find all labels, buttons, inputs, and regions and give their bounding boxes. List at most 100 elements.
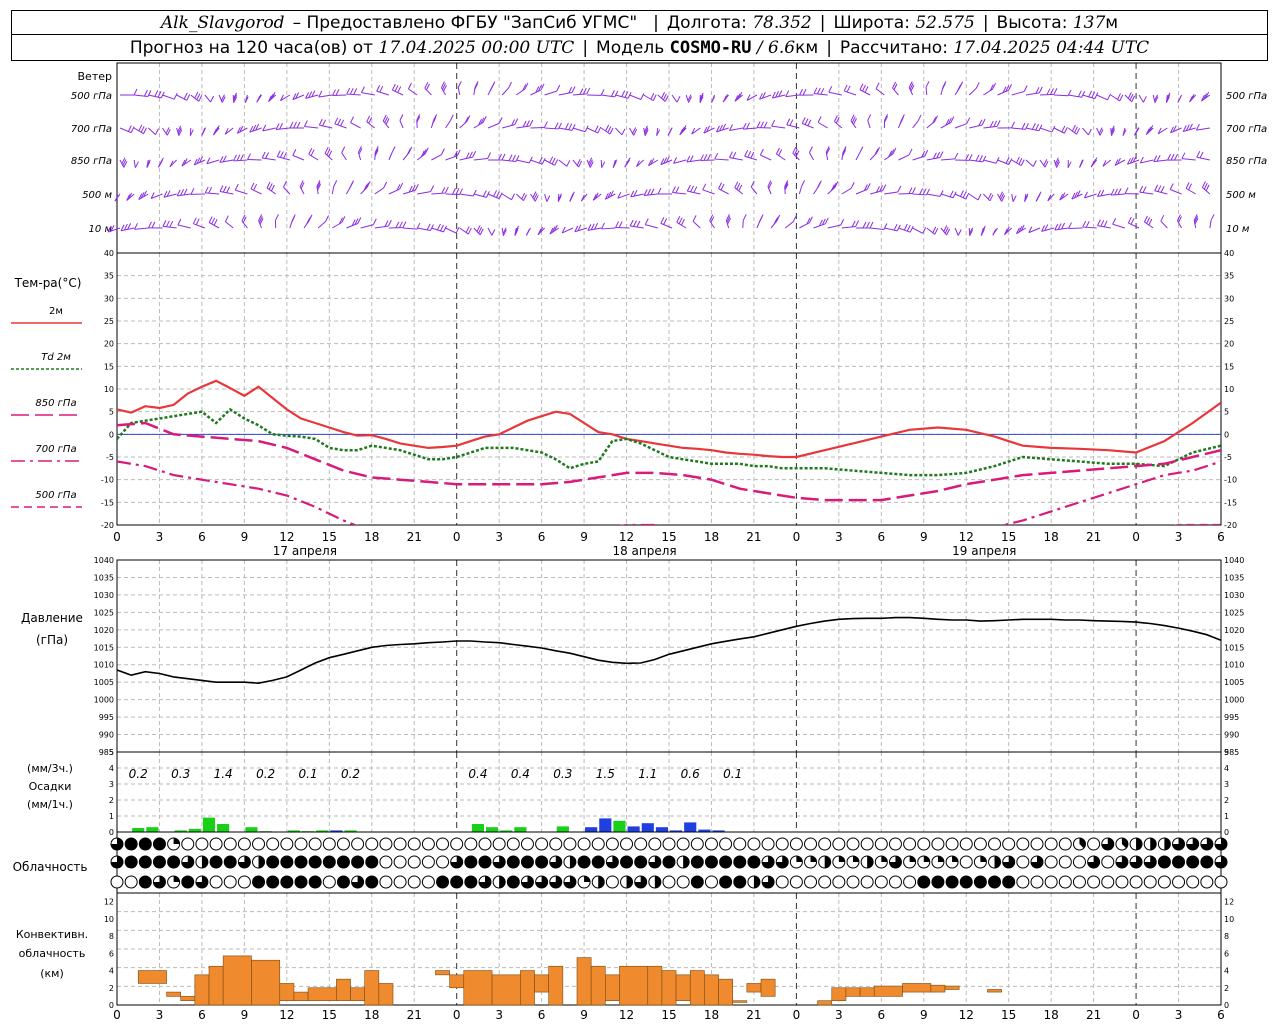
cloud-octa-circle xyxy=(1044,837,1058,851)
cloud-fill xyxy=(337,856,350,868)
cloud-octa-circle xyxy=(1157,875,1171,889)
wind-barb-feather xyxy=(676,216,681,223)
wind-barb xyxy=(743,127,757,130)
wind-barb xyxy=(926,227,936,235)
cloud-octa-circle xyxy=(1087,837,1101,851)
wind-barb-feather xyxy=(707,154,711,161)
wind-barb-feather xyxy=(911,187,916,194)
wind-barb-feather xyxy=(1146,217,1151,224)
wind-barb xyxy=(544,90,557,96)
cloud-octa-circle xyxy=(1072,855,1086,869)
x-tick-label: 9 xyxy=(580,1008,588,1022)
wind-barb-feather xyxy=(126,194,131,201)
wind-barb-feather xyxy=(866,183,871,190)
wind-barb-feather xyxy=(514,118,519,125)
wind-barb-feather xyxy=(440,224,444,232)
wind-barb-feather xyxy=(316,180,321,187)
wind-barb-feather xyxy=(850,182,855,189)
wind-barb-feather xyxy=(588,157,593,164)
wind-barb-feather xyxy=(1177,96,1182,103)
wind-barb-feather xyxy=(906,224,911,232)
y-tick-label-right: 1020 xyxy=(1224,626,1244,635)
wind-barb-feather xyxy=(909,83,914,90)
wind-barb xyxy=(969,124,983,129)
wind-barb-feather xyxy=(1139,156,1144,164)
wind-barb-feather xyxy=(465,152,470,159)
wind-barb-feather xyxy=(163,191,168,198)
wind-barb-feather xyxy=(1018,157,1023,165)
cloud-fill xyxy=(937,856,944,862)
x-tick-label: 12 xyxy=(959,530,974,544)
convective-cloud-bar xyxy=(520,970,535,1006)
wind-barb xyxy=(855,188,868,195)
cloud-octa-circle xyxy=(520,837,534,851)
wind-barb-feather xyxy=(123,161,128,168)
wind-barb xyxy=(1181,158,1196,161)
cloud-octa-circle xyxy=(634,837,648,851)
x-tick-label: 9 xyxy=(241,1008,249,1022)
wind-barb-feather xyxy=(636,220,641,228)
wind-barb-feather xyxy=(615,221,620,228)
cloud-fill xyxy=(578,856,591,868)
cloud-octa-circle xyxy=(1087,875,1101,889)
cloud-octa-circle xyxy=(620,837,634,851)
cloud-octa-circle xyxy=(421,837,435,851)
wind-barb-feather xyxy=(699,92,704,100)
wind-barb-feather xyxy=(411,184,416,192)
wind-barb-feather xyxy=(932,226,937,233)
cloud-fill xyxy=(569,856,576,868)
x-tick-label: 15 xyxy=(322,1008,337,1022)
x-tick-label: 15 xyxy=(322,530,337,544)
y-tick-label-right: 1030 xyxy=(1224,591,1244,600)
wind-barb-feather xyxy=(1154,184,1159,191)
wind-barb-feather xyxy=(1055,159,1060,166)
x-tick-label: 6 xyxy=(198,530,206,544)
cloud-octa-circle xyxy=(1002,837,1016,851)
y-tick-label-left: 6 xyxy=(109,949,114,958)
wind-barb-feather xyxy=(120,224,125,231)
cloud-octa-circle xyxy=(888,837,902,851)
x-tick-label: 6 xyxy=(877,530,885,544)
wind-barb-feather xyxy=(221,96,226,103)
wind-barb-feather xyxy=(1182,125,1187,132)
wind-barb-feather xyxy=(472,189,477,197)
wind-barb-feather xyxy=(482,116,487,123)
cloud-octa-circle xyxy=(379,837,393,851)
cloud-fill xyxy=(648,855,661,868)
wind-barb-feather xyxy=(459,188,463,195)
wind-barb-feather xyxy=(941,83,946,90)
wind-barb-feather xyxy=(922,188,927,195)
wind-barb-feather xyxy=(794,148,798,156)
cloud-octa-circle xyxy=(506,837,520,851)
wind-barb-feather xyxy=(133,88,138,96)
wind-barb xyxy=(734,187,744,195)
cloud-fill xyxy=(1186,856,1199,868)
precip-bar xyxy=(585,827,598,832)
wind-barb-feather xyxy=(233,92,237,100)
wind-barb-feather xyxy=(374,149,379,157)
cloud-octa-circle xyxy=(393,837,407,851)
wind-barb-feather xyxy=(300,182,305,189)
wind-barb-feather xyxy=(840,218,845,226)
wind-barb-feather xyxy=(644,218,649,225)
wind-barb-feather xyxy=(640,93,645,100)
wind-barb xyxy=(671,94,678,103)
x-tick-label: 21 xyxy=(407,530,422,544)
wind-barb xyxy=(1153,159,1168,163)
wind-barb-feather xyxy=(1122,129,1127,136)
wind-barb-feather xyxy=(1041,225,1046,232)
cloud-octa-circle xyxy=(1072,875,1086,889)
cloud-fill xyxy=(252,876,265,888)
cloud-fill xyxy=(351,876,364,888)
cloud-fill xyxy=(1172,838,1185,850)
wind-barb-feather xyxy=(183,188,188,196)
wind-barb xyxy=(954,123,967,129)
wind-barb-feather xyxy=(703,126,708,134)
wind-barb xyxy=(445,155,458,161)
cloud-octa-circle xyxy=(322,875,336,889)
wind-barb-feather xyxy=(747,150,752,158)
wind-barb-feather xyxy=(322,119,327,127)
wind-barb xyxy=(1059,193,1069,201)
cloud-octa-circle xyxy=(959,837,973,851)
wind-barb-feather xyxy=(947,117,952,125)
